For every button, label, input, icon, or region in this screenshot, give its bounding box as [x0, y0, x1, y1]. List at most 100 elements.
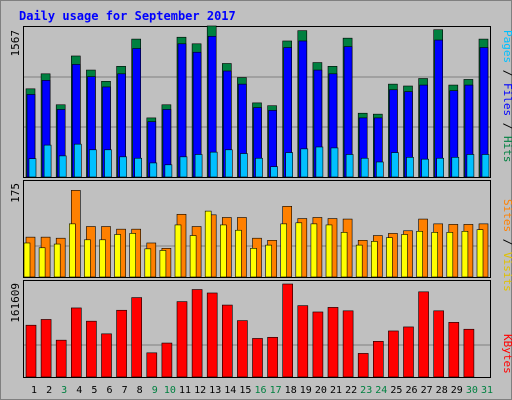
kbytes-bar — [146, 352, 158, 378]
pages-bar — [255, 157, 263, 178]
legend-sep-1: / — [501, 63, 512, 83]
sites-bar — [99, 239, 106, 278]
sites-bar — [144, 248, 152, 278]
sites-bar — [416, 230, 423, 278]
sites-bar — [340, 232, 348, 278]
kbytes-bar — [86, 320, 97, 378]
kbytes-bar — [237, 320, 248, 378]
kbytes-bar — [40, 319, 52, 378]
legend-kbytes: KBytes — [501, 334, 512, 374]
kbytes-bar — [327, 307, 339, 378]
kbytes-bar — [388, 330, 399, 378]
day-label: 29 — [451, 385, 463, 396]
x-axis-day-labels: 1 2 3 4 5 6 7 8 9 10 11 12 13 14 15 16 17 18 19 20 21 22 23 24 2… — [31, 385, 493, 396]
sites-bar — [310, 223, 318, 278]
hits-ymax-label: 1567 — [9, 30, 22, 57]
sites-bar — [250, 248, 257, 278]
pages-bar — [391, 152, 399, 178]
kbytes-bar — [71, 307, 82, 378]
day-label: 15 — [239, 385, 251, 396]
kbytes-bar — [161, 342, 173, 378]
sites-bar — [295, 222, 303, 278]
day-label: 23 — [360, 385, 372, 396]
pages-bar — [330, 147, 339, 178]
pages-bar — [315, 146, 324, 178]
pages-bar — [58, 155, 67, 178]
pages-bar — [375, 161, 384, 178]
files-bar — [434, 39, 444, 178]
day-label: 2 — [46, 385, 52, 396]
day-label: 3 — [61, 385, 67, 396]
pages-bar — [149, 162, 158, 178]
kbytes-bar — [357, 353, 369, 378]
kbytes-bar — [282, 283, 294, 378]
legend-files: Files — [501, 83, 512, 116]
kbytes-bar — [342, 310, 354, 378]
sites-bar — [220, 224, 227, 278]
sites-bar — [129, 233, 136, 278]
day-label: 16 — [254, 385, 266, 396]
kbytes-bar — [297, 305, 309, 378]
day-label: 6 — [106, 385, 112, 396]
sites-bar — [204, 210, 212, 278]
sites-bar — [23, 242, 31, 278]
pages-bar — [300, 148, 309, 178]
day-label: 12 — [194, 385, 206, 396]
sites-bar — [476, 229, 484, 278]
day-label: 21 — [330, 385, 342, 396]
day-label: 19 — [300, 385, 312, 396]
kbytes-bar — [372, 341, 384, 378]
sites-bar — [114, 234, 121, 278]
kbytes-bar — [55, 339, 67, 378]
day-label: 7 — [122, 385, 128, 396]
visits-ymax-label: 175 — [9, 183, 22, 203]
chart-marks — [23, 25, 490, 378]
pages-bar — [104, 149, 112, 178]
pages-bar — [406, 156, 414, 178]
pages-bar — [360, 157, 369, 178]
visits-panel-legend: Sites / Visits — [501, 199, 512, 292]
kbytes-bar — [101, 333, 112, 378]
day-label: 26 — [405, 385, 417, 396]
legend-visits: Visits — [501, 252, 512, 292]
sites-bar — [38, 247, 46, 278]
kbytes-ymax-label: 161609 — [9, 283, 22, 323]
sites-bar — [84, 239, 91, 278]
pages-bar — [436, 157, 445, 178]
kbytes-bar — [206, 292, 218, 378]
pages-bar — [209, 151, 218, 178]
day-label: 20 — [315, 385, 327, 396]
sites-bar — [325, 224, 333, 278]
day-label: 9 — [152, 385, 158, 396]
sites-bar — [189, 235, 197, 278]
pages-bar — [89, 149, 97, 178]
legend-hits: Hits — [501, 136, 512, 163]
day-label: 5 — [91, 385, 97, 396]
sites-bar — [280, 223, 288, 278]
day-label: 4 — [76, 385, 82, 396]
pages-bar — [421, 158, 429, 178]
sites-bar — [431, 232, 439, 278]
pages-bar — [270, 166, 278, 178]
sites-bar — [235, 229, 242, 278]
pages-bar — [43, 144, 52, 178]
sites-bar — [159, 250, 167, 278]
kbytes-bar — [25, 324, 37, 378]
pages-bar — [451, 156, 460, 178]
pages-bar — [285, 152, 294, 178]
day-label: 1 — [31, 385, 37, 396]
pages-bar — [164, 164, 173, 178]
legend-sep-3: / — [501, 232, 512, 252]
pages-bar — [345, 154, 354, 178]
sites-bar — [69, 223, 76, 278]
pages-bar — [466, 154, 475, 178]
sites-bar — [265, 244, 272, 278]
legend-sep-2: / — [501, 116, 512, 136]
day-label: 30 — [466, 385, 478, 396]
pages-bar — [134, 157, 142, 178]
pages-bar — [194, 154, 203, 178]
pages-bar — [28, 158, 37, 178]
day-label: 22 — [345, 385, 357, 396]
kbytes-bar — [463, 328, 475, 378]
